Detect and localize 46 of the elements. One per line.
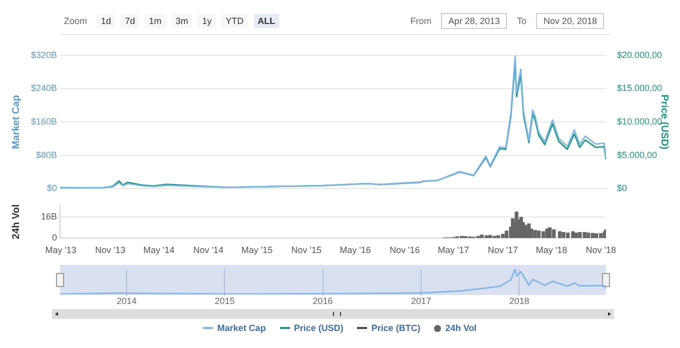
x-tick-label: Nov '16 xyxy=(390,245,420,256)
y2-tick-label: $0 xyxy=(617,183,628,194)
y3-tick-label: 0 xyxy=(52,232,57,243)
text: Zoom xyxy=(63,15,88,28)
legend-label: Price (BTC) xyxy=(371,323,420,333)
y3-tick-label: 16B xyxy=(40,212,57,222)
y-tick-label: $160B xyxy=(30,116,57,126)
x-tick-label: 2018 xyxy=(509,296,530,306)
x-tick-label: Nov '15 xyxy=(291,245,322,256)
text: YTD xyxy=(222,14,248,28)
legend-label: Price (USD) xyxy=(294,323,344,333)
y2-tick-label: $15.000,00 xyxy=(617,83,662,94)
x-tick-label: May '16 xyxy=(340,245,371,256)
y2-tick-label: $5.000,00 xyxy=(617,150,658,160)
text: ALL xyxy=(254,14,280,28)
x-tick-label: May '14 xyxy=(143,245,174,256)
x-tick-label: May '18 xyxy=(536,245,568,256)
y2-tick-label: $20.000,00 xyxy=(617,50,662,60)
text: 3m xyxy=(172,14,192,28)
y-tick-label: $320B xyxy=(30,50,57,60)
x-tick-label: Nov '18 xyxy=(586,245,616,256)
date-field: Apr 28, 2013 xyxy=(441,13,507,29)
x-tick-label: May '15 xyxy=(241,245,273,256)
x-tick-label: Nov '17 xyxy=(488,245,518,256)
x-tick-label: Nov '13 xyxy=(95,245,126,256)
x-tick-label: 2017 xyxy=(411,296,432,306)
x-tick-label: 2014 xyxy=(116,296,137,306)
text: To xyxy=(516,15,528,28)
text: 1y xyxy=(198,14,216,28)
x-tick-label: 2015 xyxy=(214,296,235,306)
text: From xyxy=(409,15,432,28)
text: 1m xyxy=(145,14,166,28)
x-tick-label: 2016 xyxy=(312,296,333,306)
x-tick-label: May '13 xyxy=(45,245,76,256)
text: 1d xyxy=(97,14,116,28)
legend-label: Market Cap xyxy=(217,323,266,333)
text: 7d xyxy=(121,14,140,28)
legend-label: 24h Vol xyxy=(445,323,477,333)
y-tick-label: $0 xyxy=(46,183,57,194)
date-field: Nov 20, 2018 xyxy=(536,13,604,29)
x-tick-label: May '17 xyxy=(438,245,469,256)
y-tick-label: $80B xyxy=(36,150,57,160)
y-tick-label: $240B xyxy=(30,83,57,94)
x-tick-label: Nov '14 xyxy=(193,245,224,256)
y-axis-title: Market Cap xyxy=(10,95,22,149)
y3-axis-title: 24h Vol xyxy=(10,204,22,240)
